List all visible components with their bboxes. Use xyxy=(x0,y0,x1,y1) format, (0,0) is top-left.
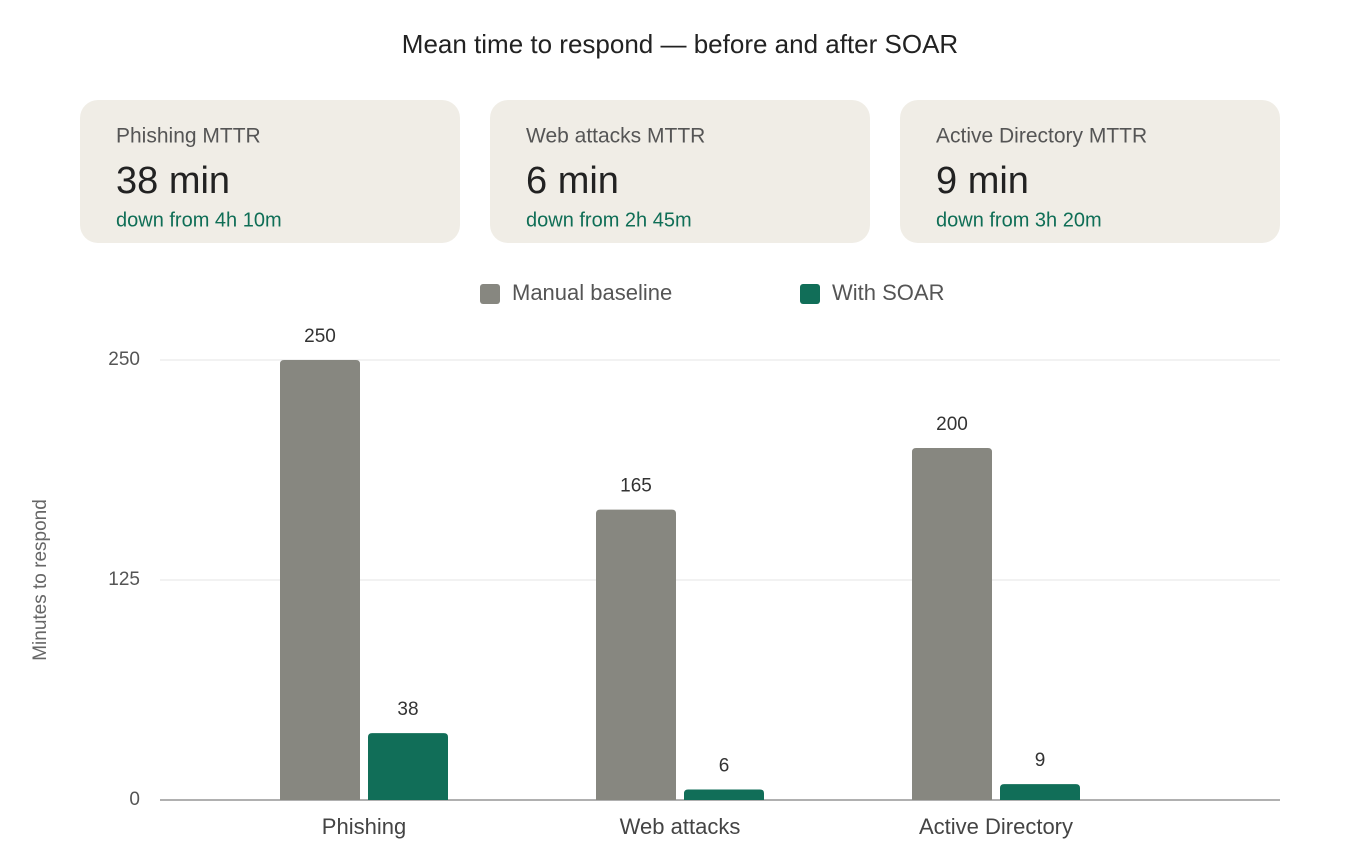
bar xyxy=(912,448,992,800)
kpi-note: down from 3h 20m xyxy=(936,209,1102,231)
x-tick-label: Web attacks xyxy=(620,814,741,839)
legend-label: Manual baseline xyxy=(512,280,672,305)
x-tick-label: Phishing xyxy=(322,814,406,839)
kpi-label: Web attacks MTTR xyxy=(526,125,705,148)
kpi-label: Phishing MTTR xyxy=(116,125,261,148)
kpi-note: down from 4h 10m xyxy=(116,209,282,231)
kpi-card xyxy=(900,100,1280,243)
value-label: 38 xyxy=(397,699,418,720)
kpi-value: 6 min xyxy=(526,160,619,202)
y-tick-label: 125 xyxy=(108,569,140,590)
x-tick-label: Active Directory xyxy=(919,814,1073,839)
value-label: 6 xyxy=(719,755,730,776)
value-label: 9 xyxy=(1035,750,1046,771)
kpi-value: 38 min xyxy=(116,160,230,202)
y-axis-label: Minutes to respond xyxy=(30,499,51,661)
y-tick-label: 250 xyxy=(108,349,140,370)
kpi-value: 9 min xyxy=(936,160,1029,202)
legend-swatch xyxy=(480,284,500,304)
bar xyxy=(684,789,764,800)
value-label: 165 xyxy=(620,476,652,497)
value-label: 200 xyxy=(936,414,968,435)
bar xyxy=(596,509,676,800)
y-tick-label: 0 xyxy=(129,789,140,810)
chart-title: Mean time to respond — before and after … xyxy=(402,29,958,59)
kpi-note: down from 2h 45m xyxy=(526,209,692,231)
legend-swatch xyxy=(800,284,820,304)
legend-label: With SOAR xyxy=(832,280,944,305)
kpi-label: Active Directory MTTR xyxy=(936,125,1147,148)
kpi-card xyxy=(490,100,870,243)
kpi-card xyxy=(80,100,460,243)
value-label: 250 xyxy=(304,326,336,347)
bar xyxy=(368,733,448,800)
bar xyxy=(280,360,360,800)
bar xyxy=(1000,784,1080,800)
